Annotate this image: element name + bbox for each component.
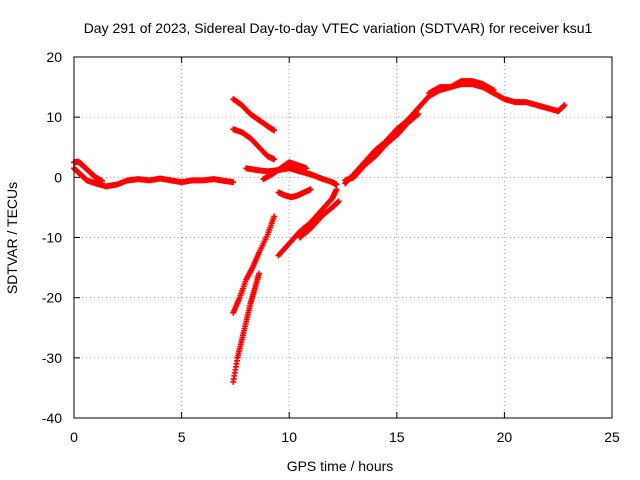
series-upper-arc-2 [230,126,278,163]
y-tick-label: -30 [42,350,62,366]
x-tick-label: 10 [281,429,297,445]
series-recovery [342,81,568,187]
x-tick-label: 20 [497,429,513,445]
series-bump-arc [260,159,310,183]
y-tick-label: 20 [46,49,62,65]
data-point [333,186,340,193]
data-point [307,186,314,193]
data-point [256,270,263,277]
series-peak-band [426,78,497,97]
data-point [303,165,310,172]
series-mid-arc [243,165,340,188]
y-tick-label: -10 [42,230,62,246]
series-main-track [71,165,237,190]
x-tick-label: 0 [70,429,78,445]
data-points [71,78,568,385]
y-tick-label: -20 [42,290,62,306]
series-upper-arc-1 [230,96,278,134]
data-point [230,179,237,186]
data-point [561,102,568,109]
x-axis-label: GPS time / hours [287,458,394,474]
data-point [271,213,278,220]
y-tick-label: 10 [46,109,62,125]
x-tick-label: 25 [604,429,620,445]
series-low-bump [275,186,314,201]
series-rising-arc [275,186,340,259]
series-rising-arc-2 [296,198,342,241]
data-point [271,127,278,134]
series-early-upper [71,158,105,184]
chart-title: Day 291 of 2023, Sidereal Day-to-day VTE… [84,20,593,36]
y-tick-label: 0 [54,169,62,185]
data-point [98,177,105,184]
x-tick-label: 15 [389,429,405,445]
data-point [415,111,422,118]
series-steep-descent-1 [230,213,278,316]
series-steep-descent-2 [230,270,263,385]
x-tick-label: 5 [178,429,186,445]
data-point [271,156,278,163]
y-tick-label: -40 [42,410,62,426]
series-recovery-lower [342,111,422,184]
gridlines [74,57,612,418]
data-point [335,198,342,205]
y-axis-label: SDTVAR / TECUs [4,182,20,294]
axes: 0 5 10 15 20 25 -40 -30 -20 -10 0 10 20 [42,49,620,445]
data-point [490,87,497,94]
